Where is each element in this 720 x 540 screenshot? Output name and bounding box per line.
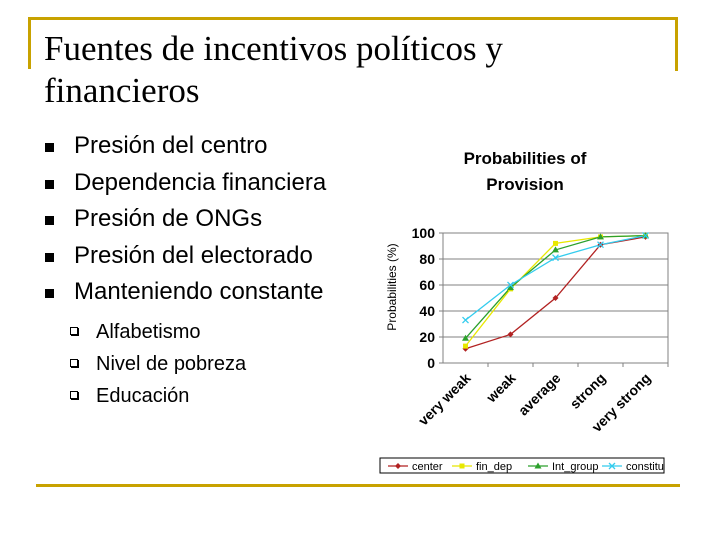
sub-bullet-item: Alfabetismo [70,316,246,348]
y-axis-label: Probabilities (%) [385,243,399,330]
y-tick-label: 80 [419,251,435,267]
data-point-fin_dep [553,240,558,246]
data-point-fin_dep [463,343,468,349]
sub-bullet-item: Educación [70,380,246,412]
legend-label: center [412,461,443,473]
bullet-item: Dependencia financiera [44,165,326,202]
square-bullet-icon [45,143,54,152]
bullet-item: Presión de ONGs [44,201,326,238]
bullet-item: Presión del centro [44,128,326,165]
bullet-text: Presión del electorado [74,241,313,269]
square-bullet-icon [45,179,54,189]
square-bullet-icon [45,289,54,298]
bullet-item: Presión del electorado [44,238,326,275]
sub-bullet-text: Educación [96,385,190,407]
square-bullet-icon [45,252,54,262]
data-point-center [507,331,514,338]
bullet-text: Manteniendo constante [74,278,324,305]
frame-left-line [28,17,31,69]
frame-bottom-line [36,484,680,487]
legend-label: constitu [626,461,664,473]
data-point-constitu [462,316,469,324]
legend-label: Int_group [552,461,598,473]
y-tick-label: 20 [419,329,435,345]
bullet-item: Manteniendo constante [44,274,326,311]
data-point-Int_group [507,284,514,291]
hollow-square-bullet-icon [70,327,78,335]
legend-marker [459,463,465,469]
sub-bullet-text: Alfabetismo [96,321,201,343]
hollow-square-bullet-icon [70,391,78,399]
data-point-Int_group [462,334,469,341]
sub-bullet-text: Nivel de pobreza [96,353,247,375]
data-point-constitu [552,254,559,262]
legend-label: fin_dep [476,461,512,473]
y-tick-labels: 0 20 40 60 80 100 [412,225,436,371]
data-point-center [552,295,559,301]
data-point-Int_group [552,246,559,253]
x-tick-label: very weak [415,370,474,429]
frame-right-line [675,17,678,71]
slide-title: Fuentes de incentivos políticos y financ… [44,29,503,110]
legend-marker [395,463,401,469]
bullet-text: Dependencia financiera [74,168,327,196]
series-markers [462,232,649,352]
data-point-constitu [597,241,604,249]
y-tick-label: 40 [419,303,435,319]
y-tick-label: 100 [412,225,436,241]
probability-line-chart: Probabilities of Provision Probabilities… [379,149,669,474]
gridlines [439,232,669,367]
data-point-Int_group [597,233,604,240]
bullet-text: Presión del centro [74,132,268,159]
chart-title-line-2: Provision [486,175,563,194]
y-tick-label: 0 [427,355,435,371]
sub-bullet-list: Alfabetismo Nivel de pobreza Educación [70,316,246,412]
x-tick-label: weak [482,370,518,406]
x-tick-label: average [515,370,564,419]
bullet-list: Presión del centro Dependencia financier… [44,128,326,311]
x-tick-label: strong [567,370,609,412]
square-bullet-icon [45,216,54,225]
sub-bullet-item: Nivel de pobreza [70,348,246,380]
chart-title-line-1: Probabilities of [464,149,587,168]
y-tick-label: 60 [419,277,435,293]
data-point-constitu [507,281,514,289]
legend-marker [534,462,542,469]
data-point-constitu [642,232,649,240]
legend: center fin_dep Int_group constitu [388,461,664,473]
frame-top-line [28,17,678,20]
bullet-text: Presión de ONGs [74,205,263,232]
hollow-square-bullet-icon [70,359,78,367]
legend-marker [608,462,616,470]
legend-box [379,457,665,474]
